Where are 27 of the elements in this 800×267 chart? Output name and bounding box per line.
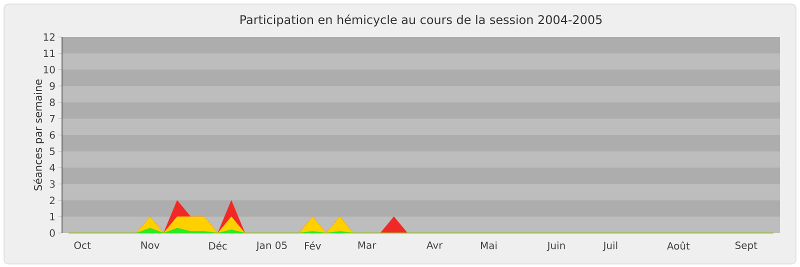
y-axis-title: Séances par semaine	[33, 79, 44, 190]
x-tick-label: Fév	[305, 242, 321, 250]
y-tick-label: 5	[50, 148, 55, 156]
y-tick-label: 11	[44, 50, 55, 57]
x-tick-label: Jan 05	[256, 242, 287, 251]
y-tick-label: 10	[44, 66, 55, 74]
y-tick-label: 12	[44, 33, 54, 41]
x-tick-label: Oct	[74, 242, 91, 250]
y-tick-label: 9	[50, 82, 55, 90]
y-tick-label: 7	[50, 115, 55, 122]
x-tick-label: Mai	[480, 242, 497, 250]
chart-title: Participation en hémicycle au cours de la session 2004-2005	[240, 14, 602, 26]
x-tick-label: Avr	[426, 242, 443, 249]
x-tick-label: Août	[667, 242, 690, 250]
x-tick-label: Mar	[358, 242, 376, 249]
x-tick-label: Déc	[209, 242, 227, 250]
y-tick-label: 4	[50, 164, 55, 172]
y-tick-label: 0	[50, 229, 55, 237]
y-tick-label: 2	[50, 196, 54, 204]
x-tick-label: Nov	[141, 242, 160, 249]
x-tick-label: Juin	[546, 242, 565, 252]
y-tick-label: 6	[50, 131, 55, 139]
y-tick-label: 3	[50, 180, 55, 188]
x-tick-label: Sept	[735, 242, 758, 251]
y-tick-label: 8	[50, 98, 55, 106]
x-tick-label: Juil	[602, 242, 618, 252]
y-tick-label: 1	[50, 213, 55, 220]
